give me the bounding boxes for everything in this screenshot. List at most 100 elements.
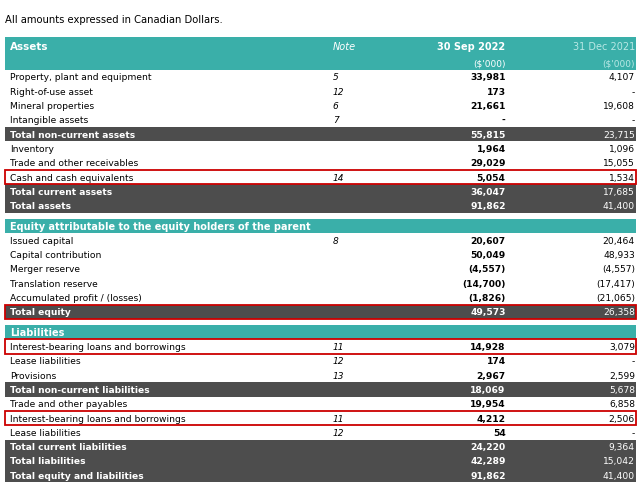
Bar xyxy=(5,305,636,319)
Bar xyxy=(5,305,636,319)
Text: 20,607: 20,607 xyxy=(470,236,506,245)
Text: Issued capital: Issued capital xyxy=(10,236,74,245)
Text: (21,065): (21,065) xyxy=(596,294,635,303)
Text: ($'000): ($'000) xyxy=(473,59,506,68)
Bar xyxy=(5,219,636,233)
Text: (17,417): (17,417) xyxy=(596,279,635,288)
Text: 23,715: 23,715 xyxy=(603,130,635,139)
Text: Total non-current liabilities: Total non-current liabilities xyxy=(10,385,150,394)
Text: Interest-bearing loans and borrowings: Interest-bearing loans and borrowings xyxy=(10,414,186,423)
Text: 2,967: 2,967 xyxy=(476,371,506,380)
Text: Mineral properties: Mineral properties xyxy=(10,102,94,111)
Bar xyxy=(5,340,636,354)
Text: ($'000): ($'000) xyxy=(602,59,635,68)
Bar xyxy=(5,340,636,354)
Text: 1,096: 1,096 xyxy=(609,145,635,154)
Bar xyxy=(5,468,636,482)
Text: 41,400: 41,400 xyxy=(603,202,635,211)
Text: 54: 54 xyxy=(493,428,506,437)
Bar xyxy=(5,170,636,185)
Text: -: - xyxy=(632,88,635,97)
Text: 29,029: 29,029 xyxy=(470,159,506,168)
Text: 3,079: 3,079 xyxy=(609,342,635,351)
Text: 5,054: 5,054 xyxy=(477,173,506,182)
Text: 55,815: 55,815 xyxy=(470,130,506,139)
Text: 13: 13 xyxy=(333,371,344,380)
Text: 174: 174 xyxy=(486,357,506,366)
Text: 41,400: 41,400 xyxy=(603,471,635,480)
Text: Right-of-use asset: Right-of-use asset xyxy=(10,88,93,97)
Text: 1,534: 1,534 xyxy=(609,173,635,182)
Text: Provisions: Provisions xyxy=(10,371,56,380)
Bar xyxy=(5,113,636,128)
Text: Total current liabilities: Total current liabilities xyxy=(10,442,127,451)
Text: All amounts expressed in Canadian Dollars.: All amounts expressed in Canadian Dollar… xyxy=(5,15,223,25)
Text: Inventory: Inventory xyxy=(10,145,54,154)
Text: 19,954: 19,954 xyxy=(470,399,506,408)
Bar xyxy=(5,199,636,213)
Bar xyxy=(5,439,636,454)
Text: 6: 6 xyxy=(333,102,339,111)
Text: 21,661: 21,661 xyxy=(470,102,506,111)
Text: Total liabilities: Total liabilities xyxy=(10,456,86,465)
Text: -: - xyxy=(632,428,635,437)
Bar xyxy=(5,233,636,248)
Text: 24,220: 24,220 xyxy=(470,442,506,451)
Bar xyxy=(5,248,636,262)
Bar xyxy=(5,185,636,199)
Text: 91,862: 91,862 xyxy=(470,202,506,211)
Text: Capital contribution: Capital contribution xyxy=(10,250,102,260)
Text: 14: 14 xyxy=(333,173,344,182)
Text: 49,573: 49,573 xyxy=(470,308,506,317)
Text: Total non-current assets: Total non-current assets xyxy=(10,130,136,139)
Text: Accumulated profit / (losses): Accumulated profit / (losses) xyxy=(10,294,142,303)
Bar xyxy=(5,99,636,113)
Text: 1,964: 1,964 xyxy=(476,145,506,154)
Text: -: - xyxy=(502,116,506,125)
Bar xyxy=(5,368,636,382)
Text: 8: 8 xyxy=(333,236,339,245)
Text: 17,685: 17,685 xyxy=(603,187,635,196)
Text: Note: Note xyxy=(333,42,356,52)
Text: (4,557): (4,557) xyxy=(602,265,635,274)
Text: 18,069: 18,069 xyxy=(470,385,506,394)
Text: 14,928: 14,928 xyxy=(470,342,506,351)
Bar xyxy=(5,128,636,142)
Text: (4,557): (4,557) xyxy=(468,265,506,274)
Text: 11: 11 xyxy=(333,414,344,423)
Text: Intangible assets: Intangible assets xyxy=(10,116,88,125)
Text: 2,599: 2,599 xyxy=(609,371,635,380)
Text: 36,047: 36,047 xyxy=(470,187,506,196)
Text: 7: 7 xyxy=(333,116,339,125)
Text: 31 Dec 2021: 31 Dec 2021 xyxy=(573,42,635,52)
Text: 2,506: 2,506 xyxy=(609,414,635,423)
Text: 91,862: 91,862 xyxy=(470,471,506,480)
Bar xyxy=(5,454,636,468)
Text: 12: 12 xyxy=(333,357,344,366)
Text: 11: 11 xyxy=(333,342,344,351)
Bar xyxy=(5,382,636,397)
Text: 15,055: 15,055 xyxy=(603,159,635,168)
Text: Total equity: Total equity xyxy=(10,308,71,317)
Bar xyxy=(5,170,636,185)
Text: 4,107: 4,107 xyxy=(609,73,635,82)
Text: Total current assets: Total current assets xyxy=(10,187,113,196)
Text: Total assets: Total assets xyxy=(10,202,71,211)
Text: Trade and other payables: Trade and other payables xyxy=(10,399,127,408)
Bar xyxy=(5,142,636,156)
Text: Interest-bearing loans and borrowings: Interest-bearing loans and borrowings xyxy=(10,342,186,351)
Text: 173: 173 xyxy=(486,88,506,97)
Bar xyxy=(5,411,636,425)
Bar xyxy=(5,38,636,57)
Text: 30 Sep 2022: 30 Sep 2022 xyxy=(438,42,506,52)
Text: 48,933: 48,933 xyxy=(603,250,635,260)
Text: 5,678: 5,678 xyxy=(609,385,635,394)
Text: 6,858: 6,858 xyxy=(609,399,635,408)
Text: Liabilities: Liabilities xyxy=(10,328,65,338)
Text: (14,700): (14,700) xyxy=(462,279,506,288)
Text: Equity attributable to the equity holders of the parent: Equity attributable to the equity holder… xyxy=(10,221,311,231)
Bar xyxy=(5,71,636,85)
Text: Total equity and liabilities: Total equity and liabilities xyxy=(10,471,144,480)
Text: -: - xyxy=(632,116,635,125)
Text: 26,358: 26,358 xyxy=(603,308,635,317)
